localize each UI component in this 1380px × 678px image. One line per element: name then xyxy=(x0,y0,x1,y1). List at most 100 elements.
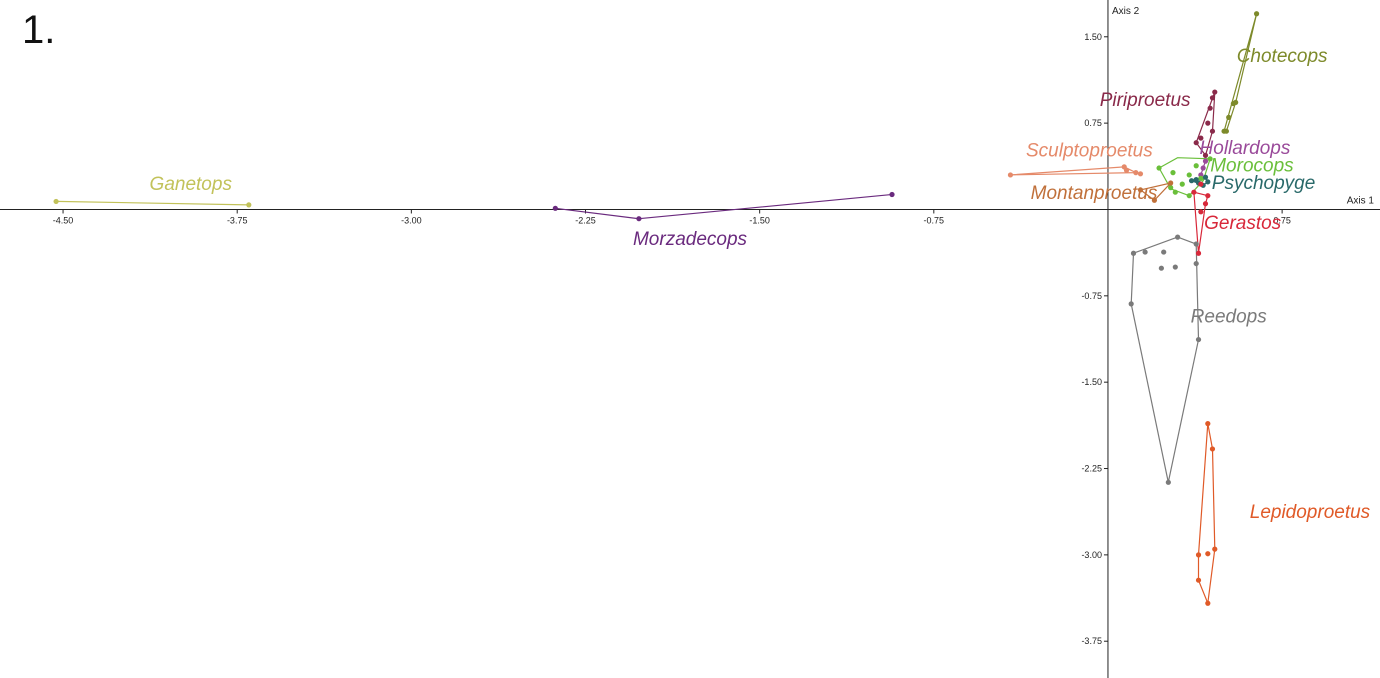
point-gerastos xyxy=(1205,193,1211,199)
point-reedops xyxy=(1165,479,1171,485)
point-chotecops xyxy=(1226,114,1232,120)
label-reedops: Reedops xyxy=(1191,306,1268,327)
hull-montanproetus xyxy=(1140,181,1173,202)
point-ganetops xyxy=(246,202,252,208)
label-psychopyge: Psychopyge xyxy=(1212,173,1316,194)
point-gerastos xyxy=(1202,201,1209,207)
point-morocops xyxy=(1198,175,1204,181)
label-montanproetus: Montanproetus xyxy=(1031,183,1158,204)
point-psychopyge xyxy=(1202,174,1209,180)
point-piriproetus xyxy=(1205,120,1211,126)
point-reedops xyxy=(1158,265,1164,271)
x-tick-label: -3.75 xyxy=(227,215,248,225)
point-piriproetus xyxy=(1212,89,1218,95)
x-tick-label: -3.00 xyxy=(401,215,422,225)
label-morzadecops: Morzadecops xyxy=(633,229,748,250)
label-ganetops: Ganetops xyxy=(150,174,233,195)
label-chotecops: Chotecops xyxy=(1237,46,1328,67)
point-morocops xyxy=(1186,172,1192,178)
point-montanproetus xyxy=(1151,197,1158,203)
hull-sculptoproetus xyxy=(1010,166,1137,176)
point-piriproetus xyxy=(1193,140,1199,146)
point-morocops xyxy=(1207,156,1213,162)
point-piriproetus xyxy=(1207,105,1213,111)
point-morzadecops xyxy=(552,205,558,211)
point-morocops xyxy=(1179,181,1185,187)
figure-label: 1. xyxy=(22,8,56,52)
y-tick-label: -0.75 xyxy=(1081,291,1102,301)
point-reedops xyxy=(1193,241,1199,247)
data-points xyxy=(53,11,1260,606)
x-tick-label: 0.75 xyxy=(1273,215,1291,225)
point-reedops xyxy=(1130,250,1137,256)
point-hollardops xyxy=(1202,158,1209,164)
point-psychopyge xyxy=(1205,179,1211,185)
x-axis-title: Axis 1 xyxy=(1347,195,1375,206)
point-piriproetus xyxy=(1209,128,1216,134)
point-gerastos xyxy=(1198,181,1204,187)
point-reedops xyxy=(1193,260,1199,267)
point-reedops xyxy=(1175,234,1181,240)
label-hollardops: Hollardops xyxy=(1200,138,1291,159)
hull-chotecops xyxy=(1223,13,1258,132)
point-gerastos xyxy=(1191,189,1197,195)
y-axis-title: Axis 2 xyxy=(1112,6,1140,17)
point-psychopyge xyxy=(1188,178,1195,184)
point-sculptoproetus xyxy=(1007,172,1014,178)
point-sculptoproetus xyxy=(1133,170,1139,176)
point-chotecops xyxy=(1223,128,1229,134)
x-tick-label: -1.50 xyxy=(749,215,770,225)
point-montanproetus xyxy=(1137,187,1144,193)
point-chotecops xyxy=(1233,99,1239,106)
point-morocops xyxy=(1170,170,1176,176)
point-lepidoproetus xyxy=(1205,421,1211,427)
point-hollardops xyxy=(1200,165,1206,171)
point-lepidoproetus xyxy=(1205,600,1211,606)
x-tick-label: -4.50 xyxy=(53,215,74,225)
point-morocops xyxy=(1186,193,1192,199)
point-lepidoproetus xyxy=(1212,546,1218,552)
point-reedops xyxy=(1128,301,1134,307)
point-montanproetus xyxy=(1168,180,1174,186)
hull-ganetops xyxy=(56,200,249,206)
point-morocops xyxy=(1168,185,1174,191)
point-chotecops xyxy=(1253,11,1260,17)
label-piriproetus: Piriproetus xyxy=(1100,90,1191,111)
label-gerastos: Gerastos xyxy=(1204,213,1282,234)
y-tick-label: -3.75 xyxy=(1081,636,1102,646)
x-tick-label: -2.25 xyxy=(575,215,596,225)
point-ganetops xyxy=(53,198,59,205)
point-reedops xyxy=(1161,249,1167,255)
point-lepidoproetus xyxy=(1195,577,1202,583)
point-piriproetus xyxy=(1209,95,1216,101)
y-tick-label: -1.50 xyxy=(1081,377,1102,387)
point-sculptoproetus xyxy=(1123,167,1130,173)
y-tick-label: 1.50 xyxy=(1084,32,1102,42)
point-reedops xyxy=(1195,336,1202,343)
point-lepidoproetus xyxy=(1209,446,1216,452)
point-gerastos xyxy=(1195,250,1202,256)
label-morocops: Morocops xyxy=(1210,155,1294,176)
point-piriproetus xyxy=(1202,152,1209,158)
hull-morzadecops xyxy=(555,193,893,220)
point-morzadecops xyxy=(889,191,895,198)
label-sculptoproetus: Sculptoproetus xyxy=(1026,141,1153,162)
point-reedops xyxy=(1142,249,1148,255)
point-reedops xyxy=(1172,264,1178,270)
y-tick-label: -2.25 xyxy=(1081,464,1102,474)
point-lepidoproetus xyxy=(1195,552,1202,558)
point-morocops xyxy=(1193,163,1199,169)
point-gerastos xyxy=(1198,209,1204,215)
label-lepidoproetus: Lepidoproetus xyxy=(1250,502,1371,523)
point-morocops xyxy=(1172,189,1178,195)
point-morzadecops xyxy=(636,216,642,222)
point-sculptoproetus xyxy=(1137,171,1144,177)
group-labels: Ganetops Morzadecops Chotecops Piriproetus H… xyxy=(150,46,1371,523)
point-morocops xyxy=(1156,165,1162,171)
point-lepidoproetus xyxy=(1205,551,1211,557)
y-tick-label: -3.00 xyxy=(1081,550,1102,560)
hull-reedops xyxy=(1130,236,1200,483)
x-tick-label: -0.75 xyxy=(924,215,945,225)
